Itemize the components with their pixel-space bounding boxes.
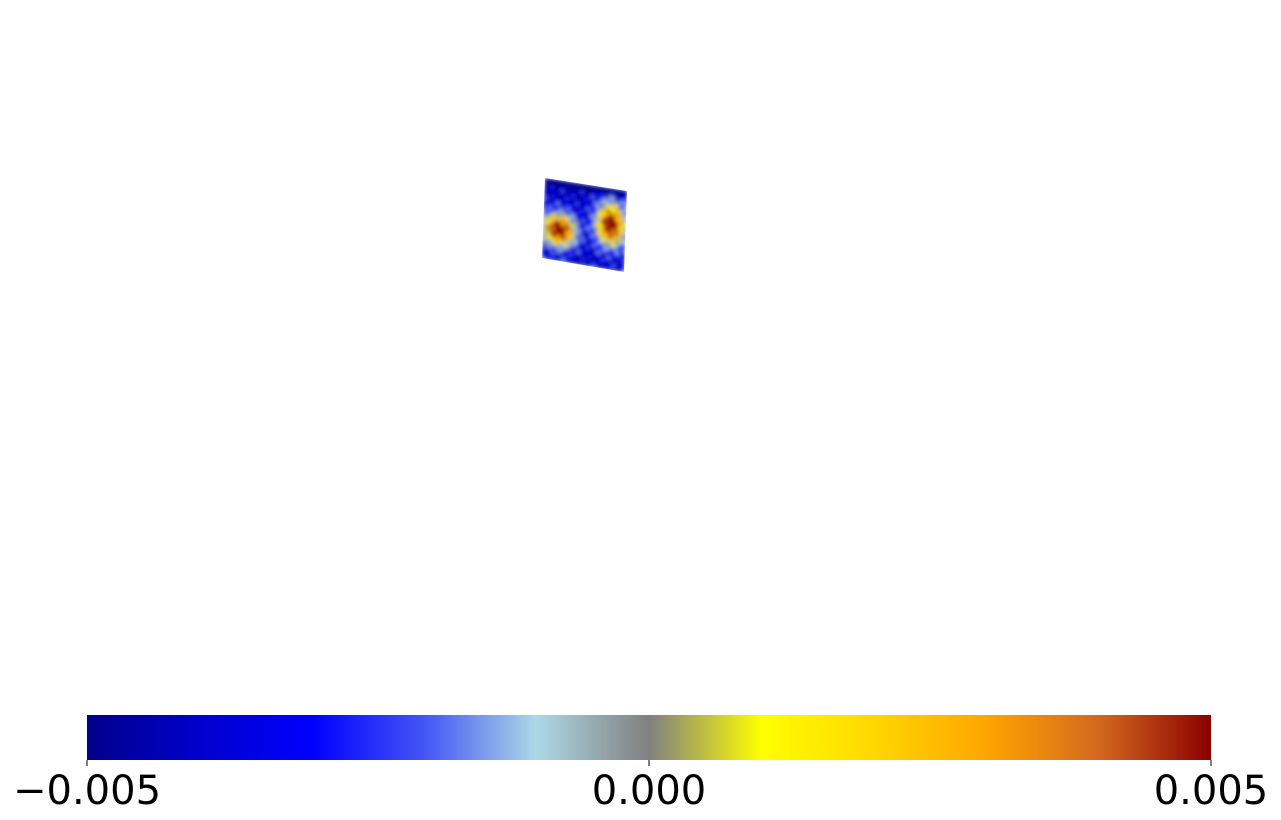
colorbar-tick-label: 0.000 [592,768,707,814]
colorbar-tick-label: 0.005 [1154,768,1269,814]
colorbar-gradient-bar [87,715,1211,760]
heatmap-cells [542,178,627,272]
heatmap-cell [621,269,625,272]
colorbar-ticks: −0.005 0.000 0.005 [13,760,1268,814]
colorbar-tick-label: −0.005 [13,768,161,814]
heatmap-patch [542,178,627,272]
colorbar: −0.005 0.000 0.005 [13,715,1268,814]
